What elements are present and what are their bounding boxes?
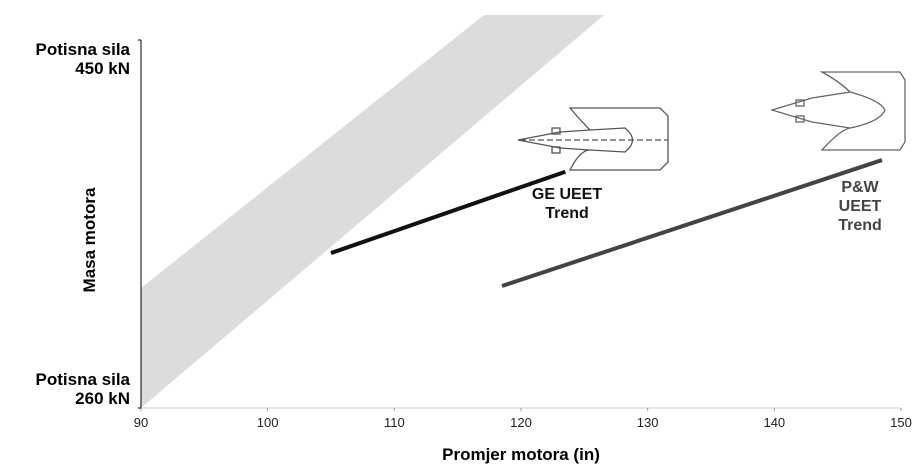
trend-line — [330, 169, 566, 255]
x-tick-label: 140 — [763, 415, 786, 430]
x-tick-label: 100 — [256, 415, 279, 430]
shaded-band — [141, 15, 604, 408]
y-tick-label: Potisna sila 260 kN — [35, 370, 130, 408]
pw-engine-icon — [769, 71, 906, 151]
y-tick-label: Potisna sila 450 kN — [35, 40, 130, 78]
y-axis-title: Masa motora — [80, 187, 99, 292]
x-tick-label: 120 — [510, 415, 532, 430]
x-tick-label: 150 — [890, 415, 912, 430]
series-label: GE UEET Trend — [531, 186, 603, 222]
x-tick-label: 130 — [636, 415, 659, 430]
x-tick-label: 110 — [383, 415, 405, 430]
series-label: P&W UEET Trend — [838, 179, 882, 234]
trend-line — [501, 158, 883, 288]
ge-engine-icon — [517, 107, 669, 171]
x-tick-label: 90 — [133, 415, 149, 430]
x-axis-title: Promjer motora (in) — [442, 445, 600, 464]
